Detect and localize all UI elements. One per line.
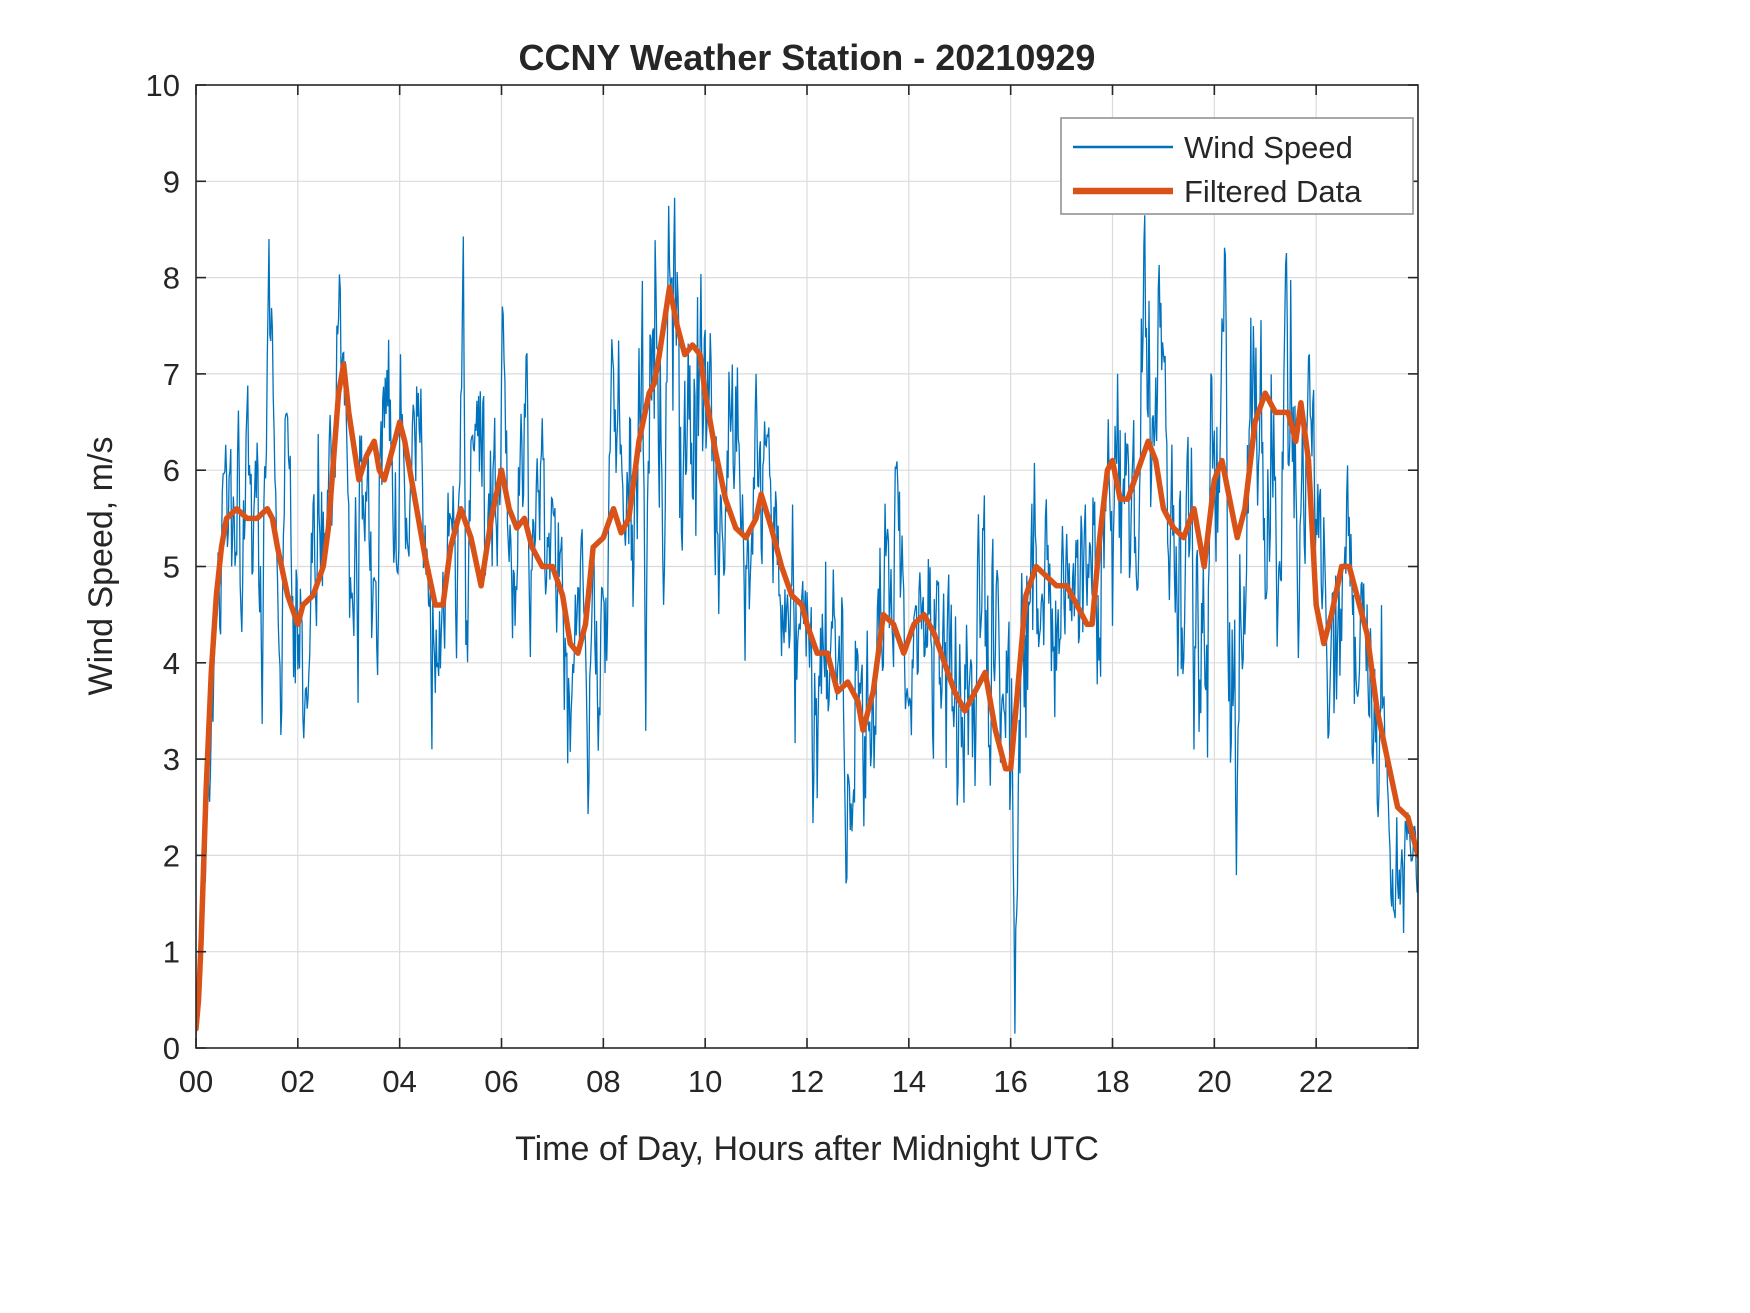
legend-label-wind-speed: Wind Speed [1184,130,1353,165]
y-tick-label: 7 [163,357,180,392]
legend-box [1060,117,1414,215]
y-tick-label: 1 [163,935,180,970]
x-tick-label: 10 [688,1064,722,1099]
axes [195,84,1419,1049]
x-tick-label: 08 [586,1064,620,1099]
x-tick-label: 22 [1299,1064,1333,1099]
filtered-data-line [196,284,1418,1032]
y-tick-label: 3 [163,742,180,777]
x-tick-label: 18 [1095,1064,1129,1099]
x-tick-label: 04 [382,1064,416,1099]
y-axis-label: Wind Speed, m/s [82,437,120,696]
grid [196,85,1418,1048]
y-tick-label: 9 [163,164,180,199]
y-tick-label: 5 [163,550,180,585]
y-tick-label: 4 [163,646,180,681]
x-tick-label: 14 [892,1064,926,1099]
chart-title: CCNY Weather Station - 20210929 [519,37,1096,78]
y-tick-label: 0 [163,1031,180,1066]
x-tick-label: 06 [484,1064,518,1099]
y-tick-label: 8 [163,261,180,296]
x-tick-label: 20 [1197,1064,1231,1099]
x-tick-label: 12 [790,1064,824,1099]
y-tick-label: 6 [163,453,180,488]
legend-label-filtered-data: Filtered Data [1184,174,1362,209]
legend: Wind Speed Filtered Data [1060,117,1414,215]
x-tick-label: 00 [179,1064,213,1099]
y-tick-label: 2 [163,838,180,873]
y-tick-label: 10 [146,68,180,103]
x-tick-label: 02 [281,1064,315,1099]
x-tick-label: 16 [993,1064,1027,1099]
x-axis-label: Time of Day, Hours after Midnight UTC [515,1130,1099,1168]
series [196,197,1418,1044]
